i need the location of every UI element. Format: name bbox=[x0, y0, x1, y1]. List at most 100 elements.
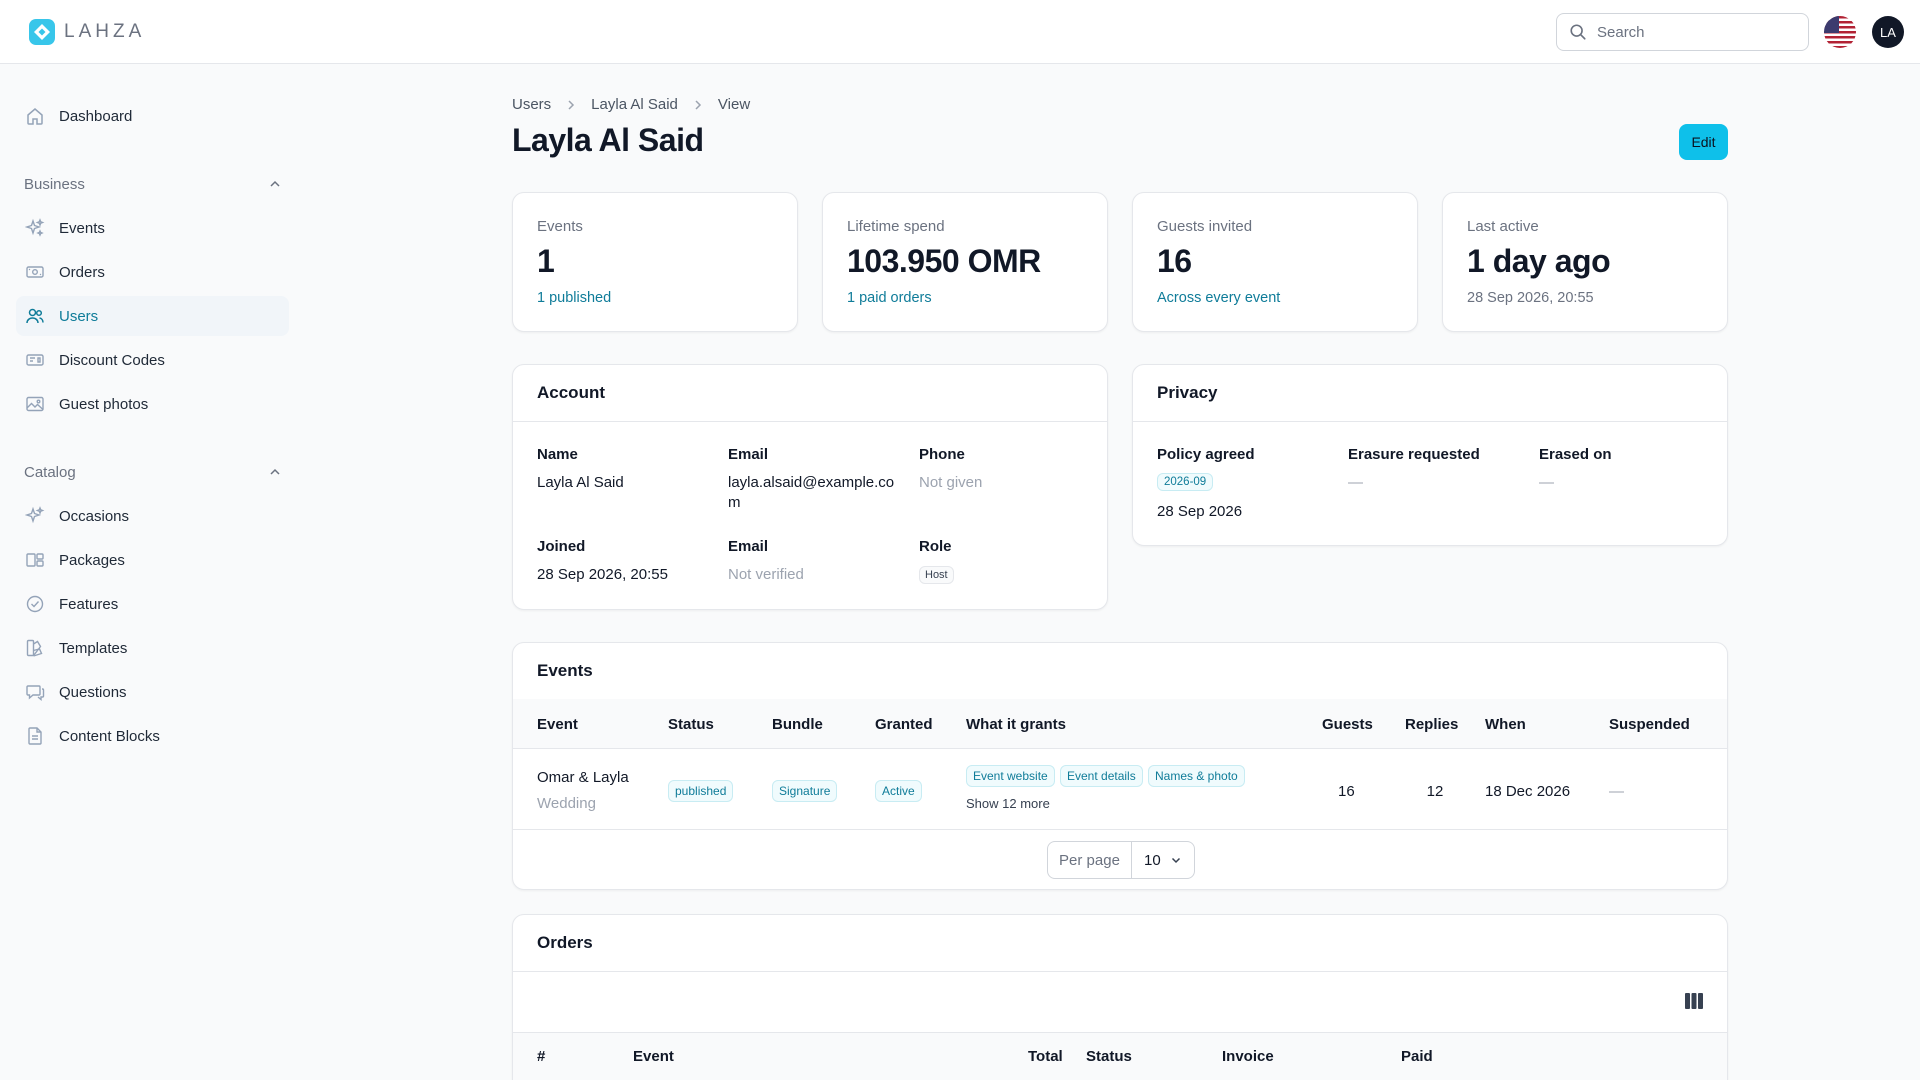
us-flag-icon[interactable] bbox=[1824, 16, 1856, 48]
chevron-right-icon bbox=[695, 99, 701, 110]
event-date: 18 Dec 2026 bbox=[1485, 783, 1571, 800]
field-label: Joined bbox=[537, 538, 586, 555]
column-header[interactable]: Invoice bbox=[1222, 1048, 1274, 1065]
per-page-select[interactable]: Per page 10 bbox=[1047, 841, 1195, 879]
erased-value: — bbox=[1539, 474, 1554, 491]
edit-button[interactable]: Edit bbox=[1679, 124, 1728, 160]
breadcrumb-user[interactable]: Layla Al Said bbox=[591, 96, 678, 113]
column-header[interactable]: Total bbox=[1028, 1048, 1063, 1065]
card-title: Privacy bbox=[1133, 365, 1727, 422]
account-card: Account Name Layla Al Said Email layla.a… bbox=[512, 364, 1108, 610]
sidebar-item-label: Questions bbox=[59, 683, 127, 701]
stat-label: Lifetime spend bbox=[847, 218, 945, 235]
event-name[interactable]: Omar & Layla bbox=[537, 769, 629, 786]
sidebar-item-packages[interactable]: Packages bbox=[16, 540, 289, 580]
chevron-right-icon bbox=[568, 99, 575, 110]
field-label: Email bbox=[728, 446, 769, 463]
stat-value: 1 day ago bbox=[1467, 243, 1611, 279]
card-title: Orders bbox=[513, 915, 1727, 972]
sidebar-item-dashboard[interactable]: Dashboard bbox=[16, 96, 289, 136]
suspended-value: — bbox=[1609, 783, 1624, 800]
account-email-line: m bbox=[728, 494, 741, 511]
breadcrumb-current: View bbox=[717, 96, 751, 113]
column-header[interactable]: Event bbox=[537, 716, 578, 733]
sidebar-item-questions[interactable]: Questions bbox=[16, 672, 289, 712]
sidebar-item-label: Users bbox=[59, 307, 99, 325]
sidebar-item-label: Templates bbox=[59, 639, 128, 657]
sidebar-group-label: Business bbox=[24, 175, 85, 193]
replies-count: 12 bbox=[1426, 783, 1444, 800]
field-label: Policy agreed bbox=[1157, 446, 1255, 463]
sidebar-item-orders[interactable]: Orders bbox=[16, 252, 289, 292]
sidebar-item-content-blocks[interactable]: Content Blocks bbox=[16, 716, 289, 756]
stat-card-last-active: Last active 1 day ago 28 Sep 2026, 20:55 bbox=[1442, 192, 1728, 332]
sidebar-item-label: Guest photos bbox=[59, 395, 149, 413]
top-bar: LAHZA LA bbox=[0, 0, 1920, 64]
chevron-up-icon bbox=[270, 468, 280, 475]
field-label: Erasure requested bbox=[1348, 446, 1480, 463]
event-type: Wedding bbox=[537, 795, 596, 812]
columns-icon[interactable] bbox=[1685, 993, 1703, 1009]
brand-name: LAHZA bbox=[64, 21, 146, 42]
card-title: Account bbox=[513, 365, 1107, 422]
stat-label: Events bbox=[537, 218, 583, 235]
card-title: Events bbox=[513, 643, 1727, 700]
sidebar-item-label: Events bbox=[59, 219, 105, 237]
per-page-label: Per page bbox=[1048, 842, 1132, 878]
sidebar-item-guest-photos[interactable]: Guest photos bbox=[16, 384, 289, 424]
account-phone: Not given bbox=[919, 474, 983, 491]
chevron-down-icon bbox=[1171, 857, 1181, 864]
stat-label: Guests invited bbox=[1157, 218, 1253, 235]
column-header[interactable]: Bundle bbox=[772, 716, 823, 733]
sidebar-item-features[interactable]: Features bbox=[16, 584, 289, 624]
table-header bbox=[513, 699, 1727, 749]
divider bbox=[513, 1032, 1727, 1033]
column-header[interactable]: Suspended bbox=[1609, 716, 1690, 733]
column-header[interactable]: Granted bbox=[875, 716, 933, 733]
policy-date: 28 Sep 2026 bbox=[1157, 503, 1243, 520]
sidebar-item-users[interactable]: Users bbox=[16, 296, 289, 336]
image-icon bbox=[24, 393, 46, 415]
column-header[interactable]: What it grants bbox=[966, 716, 1066, 733]
show-more-link[interactable]: Show 12 more bbox=[966, 796, 1050, 811]
granted-badge: Active bbox=[875, 780, 922, 802]
field-label: Role bbox=[919, 538, 952, 555]
per-page-value[interactable]: 10 bbox=[1132, 842, 1194, 878]
stat-card-guests-invited: Guests invited 16 Across every event bbox=[1132, 192, 1418, 332]
ticket-icon bbox=[24, 349, 46, 371]
column-header[interactable]: Replies bbox=[1405, 716, 1459, 733]
sidebar: Dashboard Business Events Orders Users D… bbox=[0, 64, 300, 1080]
account-email-line: layla.alsaid@example.co bbox=[728, 474, 895, 491]
grant-badge: Event website bbox=[966, 765, 1055, 787]
privacy-card: Privacy Policy agreed 2026-09 28 Sep 202… bbox=[1132, 364, 1728, 546]
column-header[interactable]: Status bbox=[668, 716, 714, 733]
sidebar-item-templates[interactable]: Templates bbox=[16, 628, 289, 668]
stat-sub[interactable]: 1 published bbox=[537, 290, 612, 306]
column-header[interactable]: # bbox=[537, 1048, 546, 1065]
stat-sub: 28 Sep 2026, 20:55 bbox=[1467, 290, 1594, 306]
stat-sub[interactable]: 1 paid orders bbox=[847, 290, 932, 306]
search-box[interactable] bbox=[1556, 13, 1809, 51]
account-joined: 28 Sep 2026, 20:55 bbox=[537, 566, 668, 583]
sidebar-item-occasions[interactable]: Occasions bbox=[16, 496, 289, 536]
users-icon bbox=[24, 305, 46, 327]
sidebar-item-label: Content Blocks bbox=[59, 727, 160, 745]
column-header[interactable]: Status bbox=[1086, 1048, 1132, 1065]
stat-value: 1 bbox=[537, 243, 555, 279]
role-badge: Host bbox=[919, 566, 954, 584]
search-input[interactable] bbox=[1597, 23, 1797, 41]
avatar[interactable]: LA bbox=[1872, 16, 1904, 48]
column-header[interactable]: When bbox=[1485, 716, 1526, 733]
breadcrumb-users[interactable]: Users bbox=[512, 96, 552, 113]
sidebar-group-catalog[interactable]: Catalog bbox=[24, 460, 282, 484]
account-email[interactable]: layla.alsaid@example.co m bbox=[728, 473, 894, 513]
sidebar-item-discount-codes[interactable]: Discount Codes bbox=[16, 340, 289, 380]
column-header[interactable]: Paid bbox=[1401, 1048, 1433, 1065]
column-header[interactable]: Guests bbox=[1322, 716, 1373, 733]
brand-logo[interactable]: LAHZA bbox=[28, 18, 145, 46]
field-label: Erased on bbox=[1539, 446, 1612, 463]
sidebar-item-events[interactable]: Events bbox=[16, 208, 289, 248]
sidebar-group-business[interactable]: Business bbox=[24, 172, 282, 196]
column-header[interactable]: Event bbox=[633, 1048, 674, 1065]
events-card: Events Event Status Bundle Granted What … bbox=[512, 642, 1728, 890]
